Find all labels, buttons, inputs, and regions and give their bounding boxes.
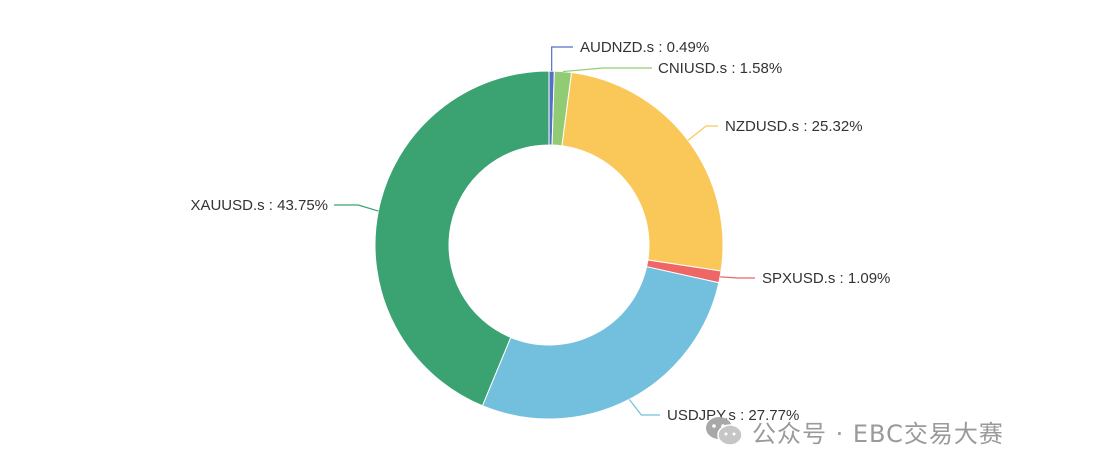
- watermark-text: 公众号 · EBC交易大赛: [752, 419, 1004, 448]
- leader-line-cniusd-s: [562, 67, 652, 73]
- slices-group: [374, 70, 724, 420]
- leader-line-spxusd-s: [720, 276, 755, 279]
- slice-nzdusd-s[interactable]: [561, 71, 724, 272]
- leader-line-usdjpy-s: [628, 398, 660, 416]
- slice-label-spxusd-s: SPXUSD.s : 1.09%: [762, 270, 890, 287]
- slice-usdjpy-s[interactable]: [481, 266, 720, 420]
- leader-line-nzdusd-s: [687, 125, 718, 141]
- leader-line-xauusd-s: [334, 204, 379, 212]
- watermark: 公众号 · EBC交易大赛: [704, 413, 1004, 449]
- slice-label-cniusd-s: CNIUSD.s : 1.58%: [658, 60, 782, 77]
- wechat-icon: [704, 414, 744, 448]
- slice-label-usdjpy-s: USDJPY.s : 27.77%: [667, 407, 799, 424]
- leader-line-audnzd-s: [551, 46, 573, 72]
- labels-group: AUDNZD.s : 0.49% CNIUSD.s : 1.58% NZDUSD.s…: [190, 39, 890, 424]
- slice-label-nzdusd-s: NZDUSD.s : 25.32%: [725, 118, 863, 135]
- slice-label-xauusd-s: XAUUSD.s : 43.75%: [190, 197, 328, 214]
- slice-label-audnzd-s: AUDNZD.s : 0.49%: [580, 39, 709, 56]
- slice-xauusd-s[interactable]: [374, 70, 550, 407]
